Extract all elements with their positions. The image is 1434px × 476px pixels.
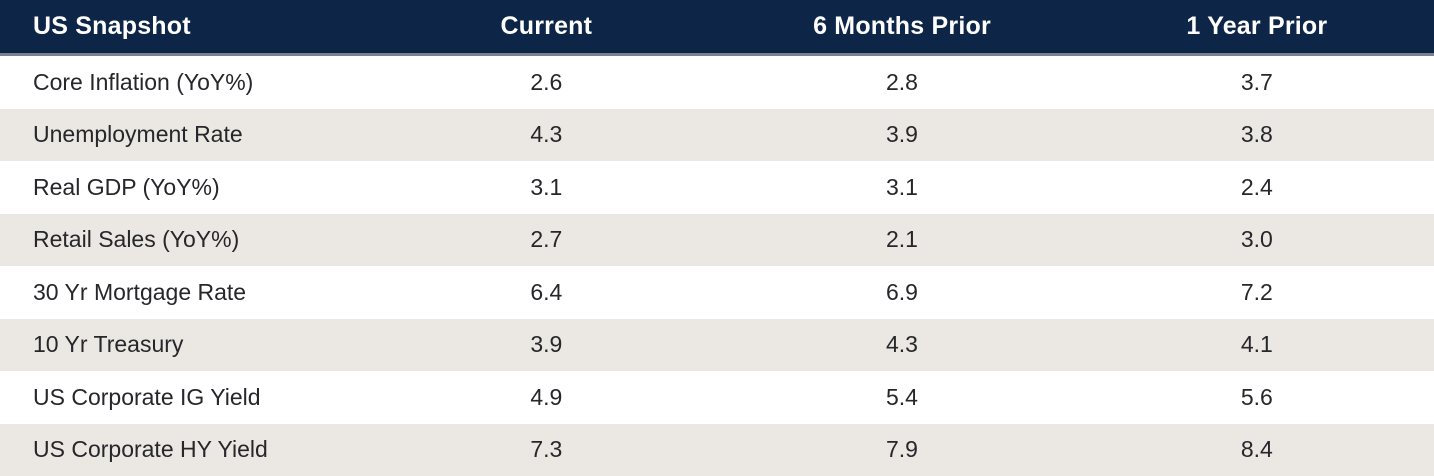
cell-value: 3.0 — [1240, 226, 1273, 253]
table-row: Core Inflation (YoY%) 2.6 2.8 3.7 — [0, 56, 1434, 109]
row-label: Retail Sales (YoY%) — [33, 226, 240, 253]
table-header-row: US Snapshot Current 6 Months Prior 1 Yea… — [0, 0, 1434, 56]
cell-value: 4.9 — [530, 383, 563, 410]
cell-value: 3.1 — [885, 173, 918, 200]
table-row: 30 Yr Mortgage Rate 6.4 6.9 7.2 — [0, 266, 1434, 319]
cell-value: 2.7 — [530, 226, 563, 253]
row-label: 10 Yr Treasury — [33, 331, 184, 358]
cell-value: 4.1 — [1240, 331, 1273, 358]
cell-value: 5.6 — [1240, 383, 1273, 410]
cell-value: 7.9 — [885, 436, 918, 463]
cell-value: 8.4 — [1240, 436, 1273, 463]
cell-value: 4.3 — [530, 121, 563, 148]
column-header-6-months-prior: 6 Months Prior — [813, 12, 991, 40]
cell-value: 5.4 — [885, 383, 918, 410]
cell-value: 2.6 — [530, 68, 563, 95]
cell-value: 4.3 — [885, 331, 918, 358]
table-row: Retail Sales (YoY%) 2.7 2.1 3.0 — [0, 213, 1434, 266]
row-label: Real GDP (YoY%) — [33, 173, 220, 200]
cell-value: 3.8 — [1240, 121, 1273, 148]
row-label: 30 Yr Mortgage Rate — [33, 278, 247, 305]
table-row: Unemployment Rate 4.3 3.9 3.8 — [0, 108, 1434, 161]
cell-value: 2.1 — [885, 226, 918, 253]
cell-value: 2.8 — [885, 68, 918, 95]
cell-value: 3.9 — [885, 121, 918, 148]
cell-value: 7.3 — [530, 436, 563, 463]
table-row: Real GDP (YoY%) 3.1 3.1 2.4 — [0, 161, 1434, 214]
row-label: Core Inflation (YoY%) — [33, 68, 254, 95]
table-title: US Snapshot — [33, 12, 191, 40]
table-row: US Corporate HY Yield 7.3 7.9 8.4 — [0, 423, 1434, 476]
cell-value: 6.9 — [885, 278, 918, 305]
cell-value: 7.2 — [1240, 278, 1273, 305]
table-row: 10 Yr Treasury 3.9 4.3 4.1 — [0, 318, 1434, 371]
cell-value: 2.4 — [1240, 173, 1273, 200]
cell-value: 3.1 — [530, 173, 563, 200]
column-header-1-year-prior: 1 Year Prior — [1186, 12, 1328, 40]
table-row: US Corporate IG Yield 4.9 5.4 5.6 — [0, 371, 1434, 424]
cell-value: 3.9 — [530, 331, 563, 358]
column-header-current: Current — [500, 12, 593, 40]
cell-value: 3.7 — [1240, 68, 1273, 95]
row-label: US Corporate HY Yield — [33, 436, 268, 463]
row-label: US Corporate IG Yield — [33, 383, 261, 410]
row-label: Unemployment Rate — [33, 121, 243, 148]
cell-value: 6.4 — [530, 278, 563, 305]
